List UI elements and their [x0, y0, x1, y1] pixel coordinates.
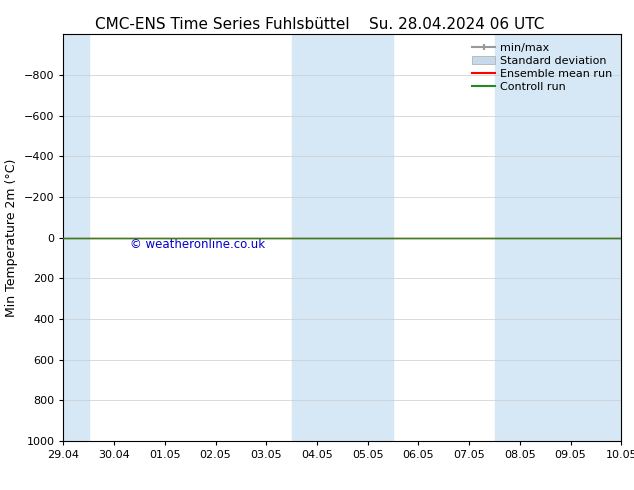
Bar	[495, 34, 634, 441]
Text: Su. 28.04.2024 06 UTC: Su. 28.04.2024 06 UTC	[369, 17, 544, 32]
Text: CMC-ENS Time Series Fuhlsbüttel: CMC-ENS Time Series Fuhlsbüttel	[94, 17, 349, 32]
Text: © weatheronline.co.uk: © weatheronline.co.uk	[131, 238, 266, 251]
Bar	[38, 34, 89, 441]
Y-axis label: Min Temperature 2m (°C): Min Temperature 2m (°C)	[5, 158, 18, 317]
Bar	[292, 34, 393, 441]
Legend: min/max, Standard deviation, Ensemble mean run, Controll run: min/max, Standard deviation, Ensemble me…	[469, 40, 616, 95]
